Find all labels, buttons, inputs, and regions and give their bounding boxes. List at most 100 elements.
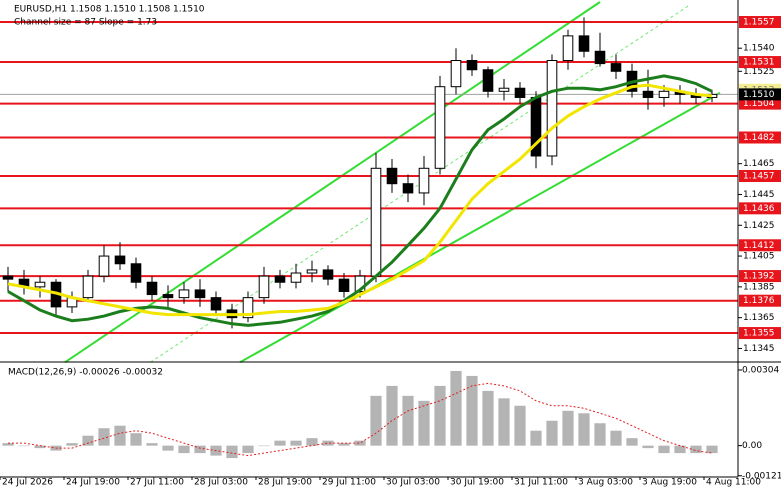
macd-bar <box>402 395 414 446</box>
candle-body <box>258 275 270 299</box>
macd-tick-label: 0.00 <box>742 441 762 451</box>
y-tick-label: 1.1445 <box>743 190 775 200</box>
macd-bar <box>82 435 94 446</box>
candle-body <box>338 278 350 292</box>
macd-bar <box>114 425 126 446</box>
y-tick-label: 1.1405 <box>743 252 775 262</box>
macd-bar <box>594 423 606 446</box>
y-tick-label: 1.1465 <box>743 159 775 169</box>
x-tick-label: 27 Jul 11:00 <box>130 478 184 488</box>
x-tick-label: 24 Jul 2026 <box>2 478 53 488</box>
level-label-bg <box>739 131 781 144</box>
candle-body <box>594 50 606 65</box>
candle-body <box>402 183 414 194</box>
candle-body <box>114 255 126 265</box>
price-panel <box>0 1 738 364</box>
candle-body <box>34 281 46 288</box>
macd-bar <box>242 445 254 454</box>
candle-body <box>306 269 318 274</box>
candle-body <box>98 255 110 277</box>
level-label-bg <box>739 169 781 182</box>
macd-bar <box>370 395 382 446</box>
candle-body <box>130 263 142 283</box>
x-tick-label: 4 Aug 11:00 <box>706 478 761 488</box>
level-label: 1.1557 <box>743 18 775 28</box>
candle-body <box>546 60 558 157</box>
macd-bar <box>626 438 638 446</box>
macd-bar <box>386 385 398 446</box>
y-tick-label: 1.1345 <box>743 344 775 354</box>
level-label: 1.1392 <box>743 272 775 282</box>
level-label: 1.1482 <box>743 133 775 143</box>
macd-bar <box>306 438 318 446</box>
candle-body <box>514 87 526 98</box>
macd-bar <box>434 385 446 446</box>
macd-bar <box>162 445 174 451</box>
moving-average <box>7 74 713 327</box>
candle-body <box>370 167 382 277</box>
y-tick-label: 1.1540 <box>743 44 775 54</box>
x-tick-label: 3 Aug 03:00 <box>578 478 633 488</box>
macd-bar <box>482 390 494 446</box>
candle-body <box>290 272 302 283</box>
level-label-bg <box>739 202 781 215</box>
macd-bar <box>418 400 430 446</box>
candle-body <box>2 275 14 280</box>
level-label-bg <box>739 56 781 69</box>
macd-bar <box>578 413 590 446</box>
macd-bar <box>466 375 478 446</box>
macd-bar <box>610 430 622 446</box>
macd-bar <box>338 443 350 446</box>
x-tick-label: 24 Jul 19:00 <box>66 478 120 488</box>
y-tick-label: 1.1425 <box>743 221 775 231</box>
moving-average <box>7 83 713 317</box>
macd-bar <box>498 398 510 446</box>
level-label: 1.1355 <box>743 329 775 339</box>
macd-title: MACD(12,26,9) -0.00026 -0.00032 <box>8 368 163 378</box>
macd-bar <box>546 420 558 446</box>
candle-body <box>658 90 670 98</box>
level-label: 1.1412 <box>743 241 775 251</box>
level-label-bg <box>739 270 781 283</box>
macd-bar <box>706 445 718 454</box>
x-tick-label: 29 Jul 11:00 <box>322 478 376 488</box>
macd-panel <box>0 361 781 459</box>
candle-body <box>642 90 654 98</box>
macd-bar <box>354 440 366 446</box>
macd-bar <box>130 433 142 446</box>
level-label: 1.1531 <box>743 58 775 68</box>
candle-body <box>466 60 478 71</box>
x-tick-label: 28 Jul 03:00 <box>194 478 248 488</box>
candle-body <box>322 269 334 280</box>
macd-bar <box>274 440 286 446</box>
candle-body <box>210 297 222 311</box>
candle-body <box>194 289 206 299</box>
macd-bar <box>530 430 542 446</box>
candle-body <box>498 87 510 92</box>
macd-bar <box>146 443 158 446</box>
candle-body <box>610 63 622 72</box>
y-tick-label: 1.1385 <box>743 282 775 292</box>
x-tick-label: 30 Jul 19:00 <box>450 478 504 488</box>
macd-bar <box>98 428 110 446</box>
macd-bar <box>658 445 670 454</box>
macd-bar <box>642 445 654 449</box>
macd-bar <box>66 443 78 446</box>
y-tick-label: 1.1365 <box>743 313 775 323</box>
candle-body <box>418 167 430 194</box>
y-tick-label: 1.1525 <box>743 67 775 77</box>
level-label: 1.1436 <box>743 204 775 214</box>
macd-bar <box>258 445 270 447</box>
macd-tick-label: -0.00121 <box>742 471 781 481</box>
candle-body <box>82 275 94 299</box>
candle-body <box>386 167 398 185</box>
macd-bar <box>290 440 302 446</box>
candle-body <box>274 275 286 283</box>
candle-body <box>450 60 462 88</box>
level-label: 1.1457 <box>743 171 775 181</box>
macd-bar <box>690 445 702 454</box>
channel-info: Channel size = 87 Slope = 1.73 <box>14 18 157 28</box>
x-tick-label: 31 Jul 11:00 <box>514 478 568 488</box>
